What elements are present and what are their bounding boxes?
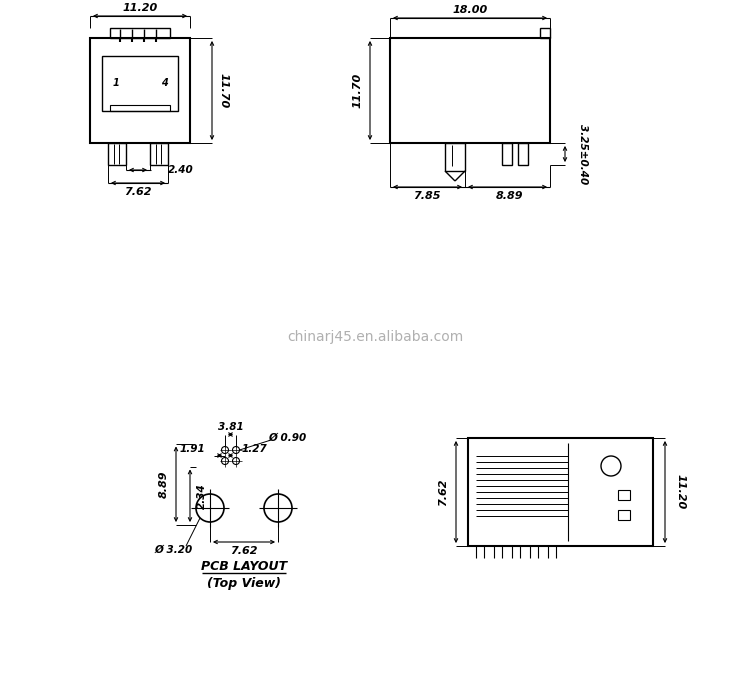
Bar: [540, 28, 550, 38]
Text: 1.27: 1.27: [242, 443, 267, 454]
Text: 2.40: 2.40: [168, 165, 194, 175]
Text: 11.70: 11.70: [353, 73, 363, 108]
Text: 11.70: 11.70: [219, 73, 229, 108]
Bar: [518, 143, 528, 165]
Bar: [110, 28, 170, 38]
Text: PCB LAYOUT: PCB LAYOUT: [201, 560, 287, 573]
Text: 7.85: 7.85: [413, 191, 441, 201]
Text: 2.34: 2.34: [197, 483, 207, 509]
Text: 7.62: 7.62: [438, 478, 448, 506]
Bar: [108, 143, 126, 165]
Text: 8.89: 8.89: [496, 191, 523, 201]
Bar: [390, 38, 550, 143]
Bar: [110, 105, 170, 111]
Bar: [102, 56, 178, 111]
Text: 18.00: 18.00: [452, 5, 488, 15]
Text: chinarj45.en.alibaba.com: chinarj45.en.alibaba.com: [286, 330, 463, 344]
Bar: [90, 38, 190, 143]
Text: 1: 1: [112, 78, 119, 88]
Bar: [502, 143, 512, 165]
Text: Ø 0.90: Ø 0.90: [268, 433, 308, 443]
Bar: [618, 490, 630, 500]
Text: 1.91: 1.91: [179, 443, 205, 454]
Text: (Top View): (Top View): [207, 578, 281, 591]
Bar: [445, 143, 465, 171]
Text: Ø 3.20: Ø 3.20: [154, 545, 194, 555]
Text: 7.62: 7.62: [124, 187, 152, 197]
Text: 4: 4: [160, 78, 167, 88]
Text: 3.81: 3.81: [217, 421, 243, 432]
Text: 7.62: 7.62: [230, 546, 258, 556]
Bar: [150, 143, 168, 165]
Bar: [618, 510, 630, 520]
Text: 11.20: 11.20: [122, 3, 158, 13]
Text: 11.20: 11.20: [676, 475, 686, 509]
Bar: [468, 438, 653, 546]
Text: 3.25±0.40: 3.25±0.40: [578, 124, 588, 184]
Text: 8.89: 8.89: [159, 471, 169, 498]
